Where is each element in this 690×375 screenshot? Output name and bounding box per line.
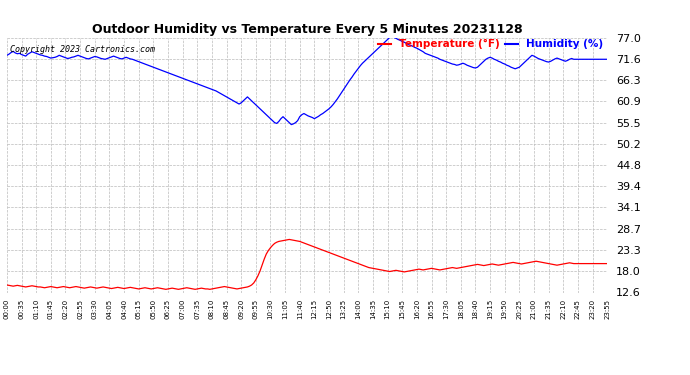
Text: Copyright 2023 Cartronics.com: Copyright 2023 Cartronics.com	[10, 45, 155, 54]
Title: Outdoor Humidity vs Temperature Every 5 Minutes 20231128: Outdoor Humidity vs Temperature Every 5 …	[92, 23, 522, 36]
Legend: Temperature (°F), Humidity (%): Temperature (°F), Humidity (%)	[374, 35, 607, 53]
